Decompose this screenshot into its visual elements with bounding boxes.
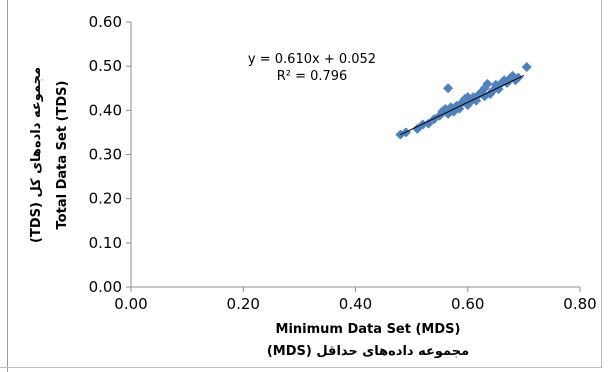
data-point bbox=[521, 62, 532, 73]
page-left-border bbox=[7, 0, 8, 372]
chart-frame bbox=[0, 0, 602, 368]
x-tick-label: 0.20 bbox=[227, 295, 260, 313]
x-tick-label: 0.40 bbox=[339, 295, 372, 313]
x-tick-label: 0.80 bbox=[563, 295, 596, 313]
data-point bbox=[423, 118, 434, 129]
y-tick-label: 0.30 bbox=[89, 146, 122, 164]
y-axis-title-persian: مجموعه داده‌های کل (TDS) bbox=[29, 67, 44, 243]
data-point bbox=[482, 78, 493, 89]
y-tick-label: 0.50 bbox=[89, 57, 122, 75]
x-ticks: 0.00 0.20 0.40 0.60 0.80 bbox=[114, 287, 597, 313]
y-axis-title: Total Data Set (TDS) bbox=[55, 81, 70, 230]
data-point bbox=[443, 83, 454, 94]
y-tick-label: 0.00 bbox=[89, 278, 122, 296]
equation-label: y = 0.610x + 0.052 bbox=[248, 52, 376, 67]
y-tick-label: 0.40 bbox=[89, 101, 122, 119]
x-axis-title: Minimum Data Set (MDS) bbox=[276, 322, 461, 337]
y-tick-label: 0.20 bbox=[89, 190, 122, 208]
trendline bbox=[400, 74, 525, 136]
y-tick-label: 0.10 bbox=[89, 234, 122, 252]
r-squared-label: R² = 0.796 bbox=[277, 69, 348, 84]
y-tick-label: 0.60 bbox=[89, 13, 122, 31]
x-axis-title-persian: مجموعه داده‌های حداقل (MDS) bbox=[267, 344, 469, 359]
data-points bbox=[395, 62, 532, 140]
x-tick-label: 0.00 bbox=[114, 295, 147, 313]
y-ticks: 0.00 0.10 0.20 0.30 0.40 0.50 0.60 bbox=[89, 13, 131, 296]
data-point bbox=[412, 123, 423, 134]
x-tick-label: 0.60 bbox=[451, 295, 484, 313]
